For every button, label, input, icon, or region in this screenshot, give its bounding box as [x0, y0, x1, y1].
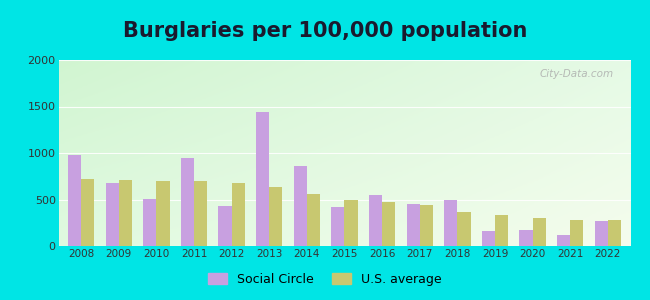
Bar — [519, 230, 532, 246]
Bar — [458, 212, 471, 246]
Bar — [570, 220, 584, 246]
Bar — [407, 204, 420, 246]
Bar — [495, 215, 508, 246]
Bar — [307, 194, 320, 246]
Bar — [119, 179, 132, 246]
Bar — [218, 206, 231, 246]
Bar — [143, 199, 157, 246]
Bar — [81, 178, 94, 246]
Bar — [294, 167, 307, 246]
Bar — [369, 195, 382, 246]
Bar — [68, 155, 81, 246]
Bar — [482, 231, 495, 246]
Bar — [557, 235, 570, 246]
Bar — [332, 207, 344, 246]
Legend: Social Circle, U.S. average: Social Circle, U.S. average — [203, 268, 447, 291]
Text: Burglaries per 100,000 population: Burglaries per 100,000 population — [123, 21, 527, 41]
Bar — [181, 158, 194, 246]
Bar — [608, 220, 621, 246]
Bar — [444, 200, 458, 246]
Bar — [420, 205, 433, 246]
Bar — [231, 183, 245, 246]
Bar — [157, 181, 170, 246]
Text: City-Data.com: City-Data.com — [540, 69, 614, 79]
Bar — [532, 218, 546, 246]
Bar — [256, 112, 269, 246]
Bar — [194, 181, 207, 246]
Bar — [595, 221, 608, 246]
Bar — [344, 200, 358, 246]
Bar — [269, 188, 282, 246]
Bar — [105, 183, 119, 246]
Bar — [382, 202, 395, 246]
